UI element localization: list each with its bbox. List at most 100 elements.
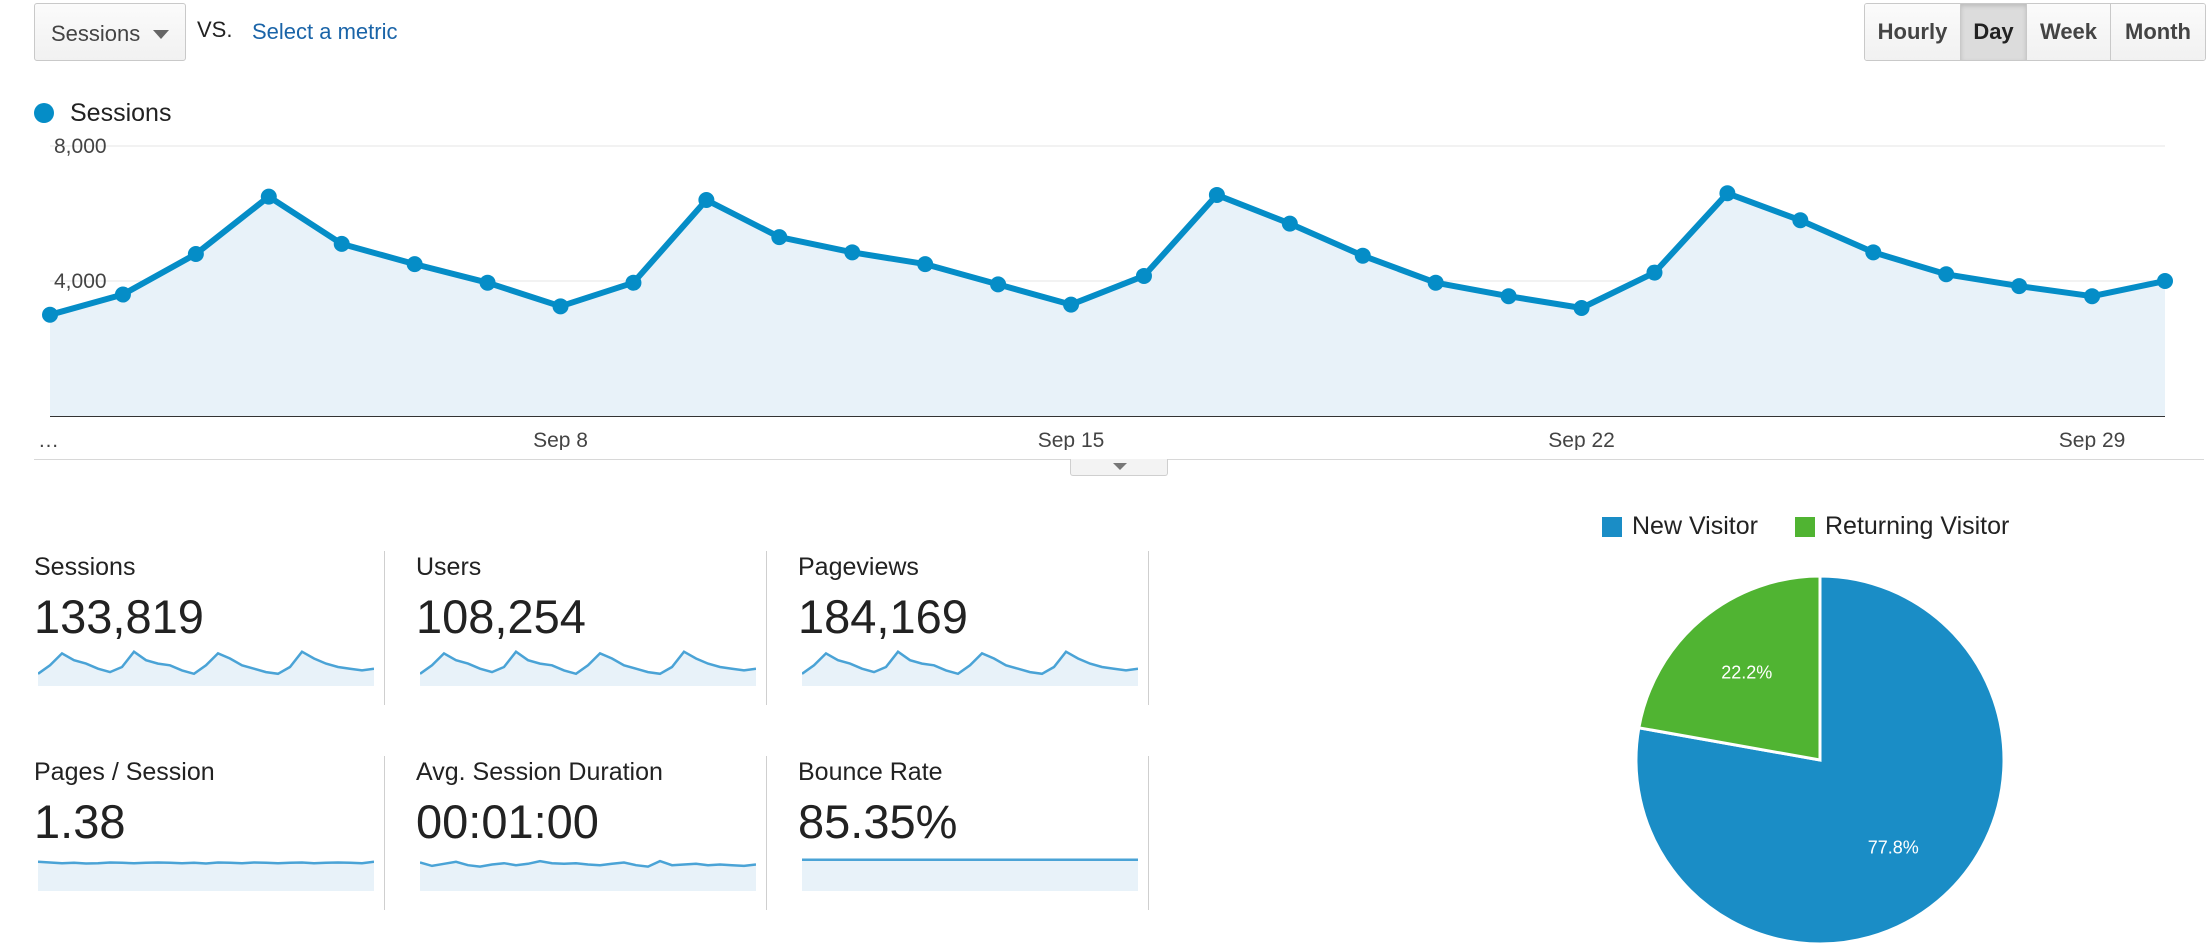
pie-slice[interactable] bbox=[1637, 574, 1822, 762]
metric-tile[interactable]: Pages / Session 1.38 bbox=[34, 756, 385, 910]
x-tick-label: Sep 15 bbox=[1038, 429, 1105, 450]
visitor-type-pie-chart: 77.8% 22.2% bbox=[1634, 574, 2006, 946]
data-point[interactable] bbox=[406, 256, 423, 273]
metric-tile[interactable]: Sessions 133,819 bbox=[34, 551, 385, 705]
period-button-day[interactable]: Day bbox=[1961, 4, 2027, 60]
sparkline-line bbox=[420, 859, 756, 868]
data-point[interactable] bbox=[552, 298, 569, 315]
metric-value: 85.35% bbox=[798, 795, 958, 848]
sessions-legend-dot bbox=[34, 103, 54, 123]
data-point[interactable] bbox=[114, 286, 131, 303]
metric-tile[interactable]: Users 108,254 bbox=[416, 551, 767, 705]
pie-legend-swatch bbox=[1795, 516, 1815, 537]
data-point[interactable] bbox=[844, 244, 861, 261]
data-point[interactable] bbox=[625, 274, 642, 291]
sparkline-area bbox=[420, 651, 756, 686]
metric-value: 1.38 bbox=[34, 795, 126, 848]
pie-legend-swatch bbox=[1602, 516, 1622, 537]
x-tick-label: Sep 29 bbox=[2059, 429, 2126, 450]
metric-select-value: Sessions bbox=[51, 21, 141, 46]
data-point[interactable] bbox=[1427, 274, 1444, 291]
data-point[interactable] bbox=[42, 306, 58, 323]
data-point[interactable] bbox=[1500, 288, 1517, 305]
data-point[interactable] bbox=[2084, 288, 2101, 305]
chart-expand-toggle[interactable] bbox=[1070, 459, 1168, 476]
data-point[interactable] bbox=[260, 188, 277, 205]
metric-tile[interactable]: Avg. Session Duration 00:01:00 bbox=[416, 756, 767, 910]
period-button-hourly[interactable]: Hourly bbox=[1865, 4, 1961, 60]
metric-label: Avg. Session Duration bbox=[416, 758, 663, 786]
sparkline-line bbox=[802, 649, 1138, 676]
sparkline-area bbox=[38, 651, 374, 686]
sparkline-area bbox=[420, 861, 756, 891]
vs-label: VS. bbox=[197, 17, 233, 42]
data-point[interactable] bbox=[1792, 212, 1809, 229]
period-toggle-group: Hourly Day Week Month bbox=[1864, 3, 2206, 61]
sparkline-line bbox=[38, 649, 374, 676]
sessions-line-chart: 8,000 4,000 … Sep 8 Sep 15 Sep 22 Sep 29 bbox=[38, 135, 2173, 450]
data-point[interactable] bbox=[1938, 266, 1955, 283]
sparkline bbox=[802, 649, 1138, 686]
select-a-metric-link[interactable]: Select a metric bbox=[252, 19, 398, 44]
data-point[interactable] bbox=[479, 274, 496, 291]
data-point[interactable] bbox=[1865, 244, 1882, 261]
data-point[interactable] bbox=[698, 192, 715, 208]
pie-legend-item-new-visitor[interactable]: New Visitor bbox=[1602, 512, 1758, 541]
y-tick-label: 4,000 bbox=[54, 270, 107, 293]
sparkline bbox=[38, 860, 374, 891]
triangle-down-icon bbox=[1113, 463, 1127, 470]
sessions-area-fill bbox=[50, 193, 2165, 416]
x-tick-label: … bbox=[38, 429, 59, 450]
x-tick-label: Sep 8 bbox=[533, 429, 588, 450]
sparkline-area bbox=[38, 861, 374, 891]
metric-tile[interactable]: Pageviews 184,169 bbox=[798, 551, 1149, 705]
pie-legend-item-returning-visitor[interactable]: Returning Visitor bbox=[1795, 512, 2009, 541]
metric-value: 108,254 bbox=[416, 590, 586, 643]
data-point[interactable] bbox=[1208, 186, 1225, 203]
metric-select-dropdown[interactable]: Sessions bbox=[34, 3, 186, 61]
metric-label: Pages / Session bbox=[34, 758, 215, 786]
pie-legend-label: New Visitor bbox=[1632, 512, 1758, 540]
pie-slice-label: 22.2% bbox=[1721, 663, 1772, 683]
sparkline-line bbox=[38, 860, 374, 865]
sparkline bbox=[420, 649, 756, 686]
data-point[interactable] bbox=[771, 229, 788, 246]
metric-value: 00:01:00 bbox=[416, 795, 599, 848]
data-point[interactable] bbox=[1354, 247, 1371, 264]
data-point[interactable] bbox=[1135, 267, 1152, 284]
data-point[interactable] bbox=[990, 276, 1007, 293]
x-tick-label: Sep 22 bbox=[1548, 429, 1615, 450]
pie-slice[interactable] bbox=[1634, 574, 2006, 946]
metric-label: Bounce Rate bbox=[798, 758, 943, 786]
metric-label: Pageviews bbox=[798, 553, 919, 581]
data-point[interactable] bbox=[1719, 185, 1736, 202]
sparkline-area bbox=[802, 859, 1138, 891]
metric-label: Users bbox=[416, 553, 482, 581]
metric-value: 133,819 bbox=[34, 590, 204, 643]
data-point[interactable] bbox=[1646, 264, 1663, 281]
period-button-week[interactable]: Week bbox=[2027, 4, 2111, 60]
pie-legend-label: Returning Visitor bbox=[1825, 512, 2010, 540]
metric-label: Sessions bbox=[34, 553, 136, 581]
data-point[interactable] bbox=[1573, 300, 1590, 316]
sessions-legend-label[interactable]: Sessions bbox=[70, 99, 172, 127]
y-tick-label: 8,000 bbox=[54, 135, 107, 158]
metric-value: 184,169 bbox=[798, 590, 968, 643]
data-point[interactable] bbox=[1281, 215, 1298, 232]
data-point[interactable] bbox=[187, 246, 204, 262]
data-point[interactable] bbox=[2011, 278, 2028, 295]
data-point[interactable] bbox=[2157, 273, 2173, 289]
metric-tile[interactable]: Bounce Rate 85.35% bbox=[798, 756, 1149, 910]
sparkline-line bbox=[420, 649, 756, 676]
sparkline-area bbox=[802, 651, 1138, 686]
sparkline bbox=[802, 858, 1138, 891]
data-point[interactable] bbox=[917, 256, 934, 273]
pie-slice-label: 77.8% bbox=[1868, 837, 1919, 857]
sparkline bbox=[38, 649, 374, 686]
period-button-month[interactable]: Month bbox=[2111, 4, 2205, 60]
sessions-series-line bbox=[49, 190, 2166, 318]
chevron-down-icon bbox=[153, 30, 169, 39]
data-point[interactable] bbox=[1063, 296, 1080, 313]
data-point[interactable] bbox=[333, 235, 350, 252]
sparkline bbox=[420, 859, 756, 891]
